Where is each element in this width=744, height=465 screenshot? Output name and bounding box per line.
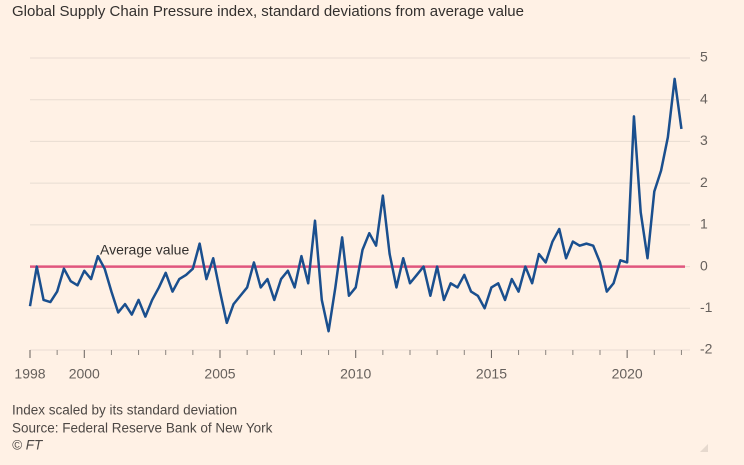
x-tick-label: 2020 [612, 366, 643, 382]
y-tick-label: 0 [700, 257, 708, 273]
note: Index scaled by its standard deviation [12, 403, 237, 418]
y-tick-label: -1 [700, 299, 713, 315]
y-tick-label: -2 [700, 341, 713, 357]
annotation: Average value [100, 241, 189, 257]
y-tick-label: 5 [700, 49, 708, 65]
y-tick-label: 2 [700, 174, 708, 190]
x-tick-label: 2005 [204, 366, 235, 382]
x-tick-label: 2010 [340, 366, 371, 382]
note: Source: Federal Reserve Bank of New York [12, 421, 273, 436]
y-tick-label: 3 [700, 132, 708, 148]
chart-title: Global Supply Chain Pressure index, stan… [12, 3, 524, 20]
y-tick-label: 4 [700, 90, 708, 106]
line-series [28, 77, 683, 333]
x-tick-label: 1998 [14, 366, 45, 382]
y-tick-label: 1 [700, 216, 708, 232]
note: © FT [12, 438, 44, 453]
x-tick-label: 2000 [69, 366, 100, 382]
x-tick-label: 2015 [476, 366, 507, 382]
corner-icon [700, 444, 708, 452]
